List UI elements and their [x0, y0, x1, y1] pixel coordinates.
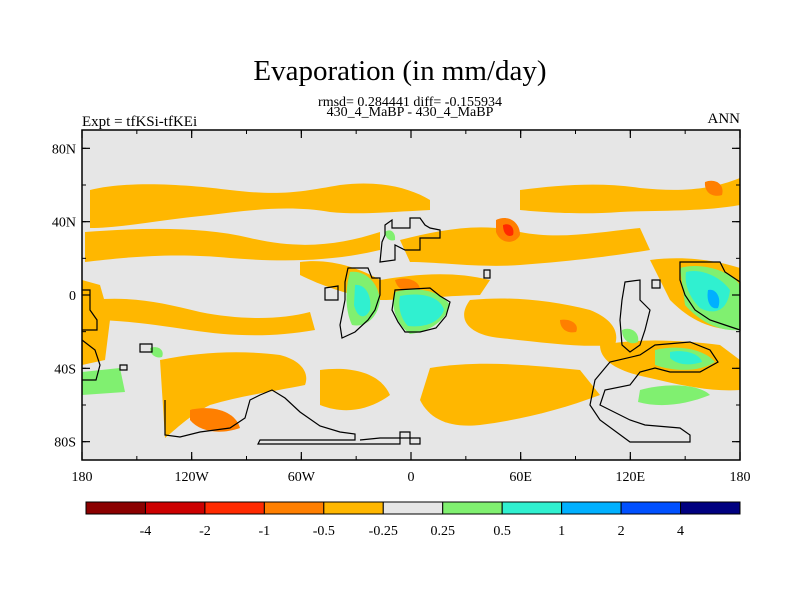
region-southern-green — [638, 385, 710, 406]
spot-indian-ocean — [560, 319, 577, 333]
outline-far-east — [679, 261, 741, 331]
x-tick-label: 120E — [616, 470, 646, 485]
region-west-pacific-blue — [707, 289, 720, 309]
y-tick-label: 0 — [69, 289, 76, 304]
continent-outlines — [81, 217, 741, 445]
y-tick-label: 80S — [54, 436, 76, 451]
colorbar-swatch — [442, 501, 503, 515]
outline-small-west — [139, 343, 153, 353]
positive-anomaly-regions — [82, 230, 740, 406]
experiment-label: Expt = tfKSi-tfKEi — [82, 114, 198, 130]
colorbar-swatch — [85, 501, 146, 515]
region-australia-cyan — [670, 351, 702, 365]
colorbar-label: 1 — [558, 524, 565, 539]
outline-north-continent — [379, 217, 441, 263]
chart-title: Evaporation (in mm/day) — [253, 55, 547, 87]
outline-africa — [391, 287, 451, 333]
region-central-band — [400, 227, 650, 266]
region-southern-ocean-east — [420, 363, 600, 426]
region-southern-ocean-west — [320, 368, 390, 411]
colorbar-label: 2 — [618, 524, 625, 539]
colorbar-swatch — [501, 501, 563, 515]
colorbar-label: -0.5 — [313, 524, 335, 539]
outline-antarctic-west — [164, 389, 421, 445]
region-west-margin — [82, 280, 110, 365]
outline-west-south — [81, 339, 101, 381]
spot-arctic-east — [704, 180, 723, 196]
region-island-green — [622, 328, 639, 344]
outline-island-1 — [324, 285, 339, 301]
colorbar-label: -4 — [140, 524, 152, 539]
outline-east-continent — [619, 279, 651, 353]
region-south-america-cyan — [354, 284, 371, 317]
x-tick-label: 180 — [72, 470, 93, 485]
colorbar-label: 0.5 — [493, 524, 511, 539]
x-tick-label: 0 — [408, 470, 415, 485]
outline-southern-east — [589, 341, 719, 443]
season-label: ANN — [707, 111, 741, 127]
region-north-band — [90, 183, 430, 228]
outline-tiny-west — [119, 364, 128, 371]
outline-island-2 — [483, 269, 491, 279]
region-africa-cyan — [399, 294, 444, 327]
colorbar-swatch — [680, 501, 741, 515]
region-north-africa-green — [385, 230, 396, 241]
region-small-green — [150, 347, 163, 358]
colorbar: -4 -2 -1 -0.5 -0.25 0.25 0.5 1 2 4 — [85, 501, 741, 539]
colorbar-swatch — [620, 501, 682, 515]
spot-south-atlantic — [190, 408, 240, 432]
chart-cases: 430_4_MaBP - 430_4_MaBP — [326, 105, 494, 120]
y-tick-label: 40N — [52, 216, 76, 231]
region-pacific-north — [85, 228, 380, 262]
colorbar-swatch — [323, 501, 384, 515]
spot-arabia-core — [503, 224, 514, 236]
x-tick-label: 60E — [509, 470, 532, 485]
outline-west-margin — [82, 289, 98, 331]
colorbar-label: -0.25 — [369, 524, 398, 539]
region-south-america-south — [160, 352, 307, 438]
region-southwest-pacific-green — [82, 368, 125, 395]
colorbar-label: 0.25 — [430, 524, 455, 539]
outline-island-3 — [651, 279, 661, 289]
colorbar-swatch — [561, 501, 622, 515]
colorbar-swatch — [382, 501, 444, 515]
chart-stats: rmsd= 0.284441 diff= -0.155934 — [318, 95, 502, 110]
y-tick-label: 40S — [54, 362, 76, 377]
x-tick-label: 60W — [288, 470, 316, 485]
x-tick-label: 180 — [730, 470, 751, 485]
axis-ticks: 180 120W 60W 0 60E 120E 180 80N 40N 0 40S 80S — [52, 130, 751, 485]
x-tick-label: 120W — [175, 470, 210, 485]
y-tick-label: 80N — [52, 142, 76, 157]
outline-south-america — [339, 267, 381, 339]
region-south-pacific — [90, 298, 315, 336]
colorbar-label: -2 — [199, 524, 211, 539]
colorbar-label: 4 — [677, 524, 684, 539]
colorbar-label: -1 — [259, 524, 271, 539]
region-indian-ocean — [464, 298, 617, 346]
colorbar-swatch — [263, 501, 325, 515]
colorbar-swatch — [204, 501, 265, 515]
colorbar-swatch — [144, 501, 206, 515]
region-asia-north — [520, 178, 740, 214]
